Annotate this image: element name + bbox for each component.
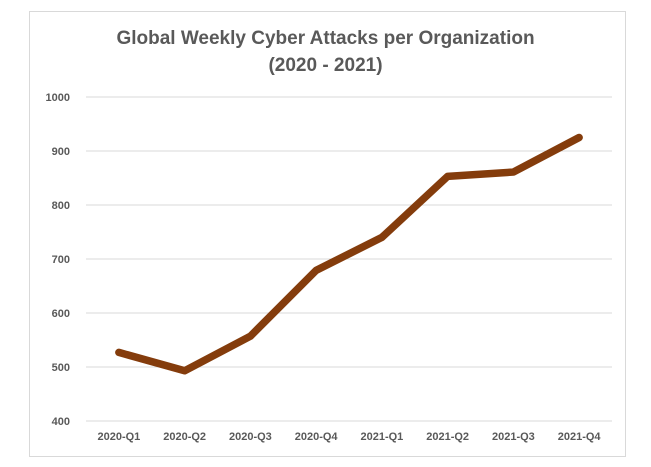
- series-line: [115, 133, 583, 375]
- x-tick-label: 2020-Q2: [163, 431, 206, 443]
- data-point: [578, 137, 580, 138]
- series-layer: [115, 133, 583, 375]
- data-point: [249, 335, 251, 337]
- data-point: [315, 269, 317, 271]
- chart-title: Global Weekly Cyber Attacks per Organiza…: [116, 28, 535, 49]
- x-tick-label: 2021-Q2: [426, 431, 469, 443]
- x-tick-label: 2021-Q1: [360, 431, 403, 443]
- x-tick-label: 2020-Q3: [229, 431, 272, 443]
- x-tick-label: 2021-Q4: [558, 431, 602, 443]
- y-tick-label: 900: [52, 146, 70, 158]
- y-tick-label: 700: [52, 254, 70, 266]
- data-point: [512, 171, 514, 173]
- x-tick-label: 2020-Q1: [97, 431, 140, 443]
- data-point: [381, 236, 383, 238]
- y-tick-label: 800: [52, 200, 70, 212]
- y-tick-label: 400: [52, 416, 70, 428]
- x-axis-ticks: 2020-Q1 2020-Q2 2020-Q3 2020-Q4 2021-Q1 2021-…: [97, 431, 601, 443]
- y-axis-ticks: 400 500 600 700 800 900 1000: [46, 92, 70, 428]
- chart-subtitle: (2020 - 2021): [268, 55, 383, 76]
- data-point: [118, 351, 120, 353]
- data-point: [447, 175, 449, 177]
- y-tick-label: 600: [52, 308, 70, 320]
- x-tick-label: 2020-Q4: [295, 431, 339, 443]
- x-tick-label: 2021-Q3: [492, 431, 535, 443]
- gridlines: [86, 96, 612, 422]
- data-point: [184, 370, 186, 372]
- y-tick-label: 500: [52, 362, 70, 374]
- y-tick-label: 1000: [46, 92, 70, 104]
- chart-frame: [29, 11, 626, 457]
